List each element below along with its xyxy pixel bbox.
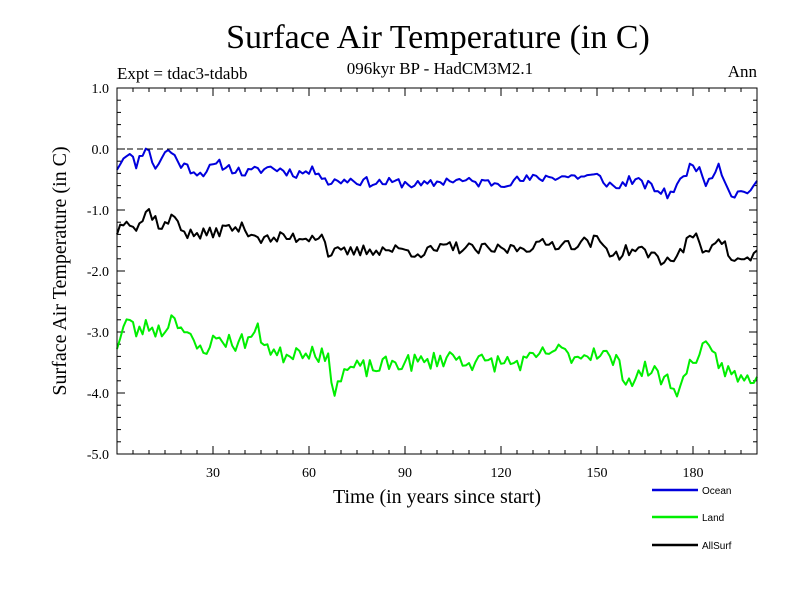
x-tick-label: 90 <box>398 466 412 481</box>
y-tick-label: -5.0 <box>87 448 109 463</box>
x-tick-label: 150 <box>587 466 608 481</box>
tick-labels: 1.0 0.0 -1.0 -2.0 -3.0 -4.0 -5.0 30 60 90 120 150 18… <box>87 82 704 481</box>
y-tick-label: -1.0 <box>87 204 109 219</box>
plot-frame <box>116 87 758 455</box>
series-line-land <box>116 314 758 398</box>
legend-label-land: Land <box>702 513 724 524</box>
series-lines <box>116 147 758 398</box>
x-tick-label: 180 <box>683 466 704 481</box>
x-tick-label: 60 <box>302 466 316 481</box>
y-tick-label: -2.0 <box>87 265 109 280</box>
chart-title: Surface Air Temperature (in C) <box>226 19 650 56</box>
experiment-label: Expt = tdac3-tdabb <box>117 64 247 83</box>
y-tick-label: -4.0 <box>87 387 109 402</box>
season-label: Ann <box>728 62 758 81</box>
legend-label-ocean: Ocean <box>702 486 731 497</box>
x-tick-label: 30 <box>206 466 220 481</box>
x-axis-label: Time (in years since start) <box>333 486 541 508</box>
legend: Ocean Land AllSurf <box>652 486 732 552</box>
series-line-allsurf <box>116 208 758 266</box>
y-tick-label: 1.0 <box>92 82 110 97</box>
series-line-ocean <box>116 147 758 200</box>
y-axis-label: Surface Air Temperature (in C) <box>49 146 71 395</box>
y-tick-label: 0.0 <box>92 143 110 158</box>
x-tick-label: 120 <box>491 466 512 481</box>
y-tick-label: -3.0 <box>87 326 109 341</box>
legend-label-allsurf: AllSurf <box>702 541 732 552</box>
chart-subtitle: 096kyr BP - HadCM3M2.1 <box>347 59 533 78</box>
